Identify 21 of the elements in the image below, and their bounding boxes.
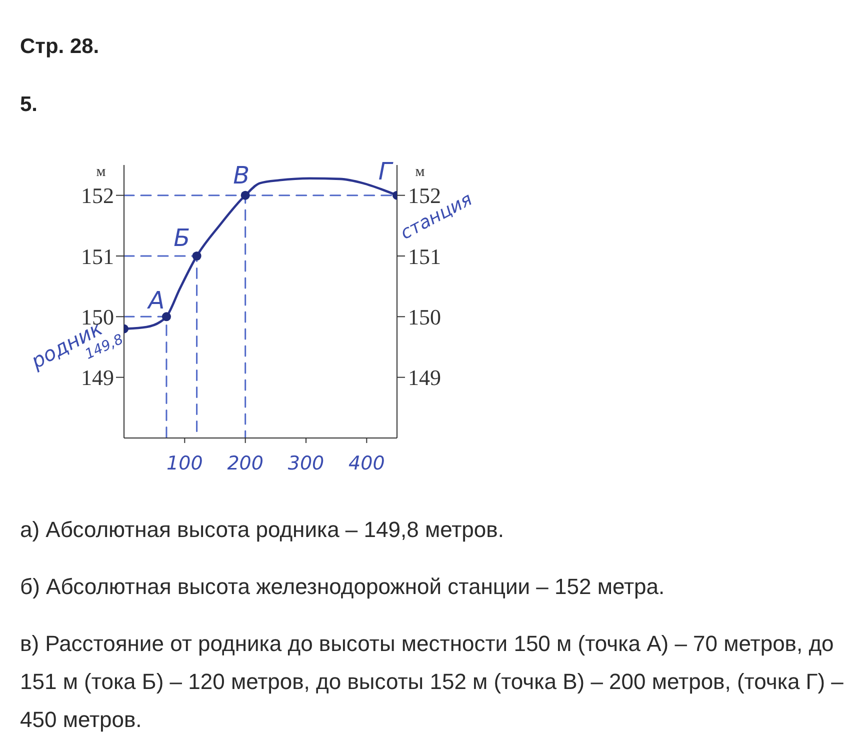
y-tick-label: 152 (81, 183, 114, 208)
y2-tick-label: 151 (408, 244, 441, 269)
annotation: В (233, 161, 250, 190)
text: в) Расстояние от родника до высоты местности 150 м (точка А) – 70 метров, до 151 м (тока Б) – 120 метров, до высоты 152 м (точка В) – 200 метров, (точка Г) – 450 метров. (20, 630, 844, 734)
y-tick-label: 149 (81, 365, 114, 390)
annotation: Г (378, 157, 394, 186)
annotation: А (146, 286, 165, 315)
x-tick-label: 200 (227, 452, 264, 474)
y2-tick-label: 150 (408, 304, 441, 330)
text: б) Абсолютная высота железнодорожной станции – 152 метра. (20, 573, 666, 601)
chart-subtitle: 5. (20, 93, 38, 117)
annotation: Б (174, 224, 190, 252)
text: а) Абсолютная высота родника – 149,8 метров. (20, 516, 505, 544)
chart-title: Стр. 28. (20, 35, 100, 59)
x-tick-label: 100 (166, 452, 203, 474)
x-tick-label: 300 (288, 452, 324, 474)
x-tick-label: 400 (348, 452, 385, 474)
y-tick-label: 151 (81, 244, 114, 269)
y-axis-title: м (96, 164, 106, 180)
y2-tick-label: 149 (408, 365, 441, 390)
y2-axis-title: м (415, 164, 426, 180)
